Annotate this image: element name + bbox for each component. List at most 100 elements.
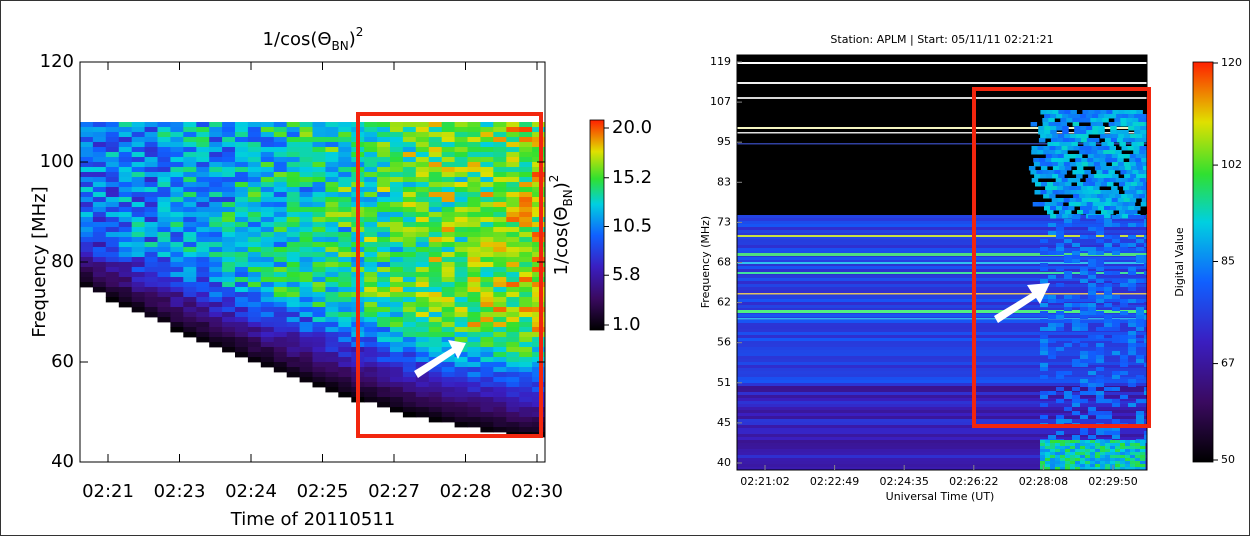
texture-cell [196,227,210,233]
texture-cell [1072,363,1080,367]
texture-cell [299,137,314,143]
texture-cell [92,252,107,258]
texture-cell [519,287,533,293]
texture-cell [1072,319,1080,323]
texture-cell [390,397,404,403]
texture-cell [183,207,197,213]
texture-cell [1131,210,1138,215]
texture-cell [1096,267,1104,271]
texture-cell [493,267,507,273]
texture-cell [299,287,314,293]
texture-cell [454,227,469,233]
texture-cell [273,167,288,173]
texture-cell [1120,243,1128,247]
texture-cell [1105,464,1111,468]
texture-cell [454,282,469,288]
texture-cell [92,162,107,168]
texture-cell [532,277,545,283]
texture-cell [247,192,262,198]
texture-cell [506,252,520,258]
texture-cell [480,367,494,373]
texture-cell [532,287,545,293]
texture-cell [1145,194,1147,199]
colorbar [1192,61,1214,463]
texture-cell [493,292,507,298]
texture-cell [519,172,533,178]
texture-cell [1056,399,1064,403]
texture-cell [1079,146,1086,151]
texture-cell [105,162,120,168]
texture-cell [390,177,404,183]
texture-cell [441,127,456,133]
texture-cell [325,312,339,318]
texture-cell [1093,186,1100,191]
texture-cell [428,187,443,193]
texture-cell [1082,190,1089,195]
texture-cell [480,377,494,383]
texture-cell [312,337,326,343]
texture-cell [467,397,481,403]
texture-cell [183,152,197,158]
texture-cell [325,217,339,223]
texture-cell [1096,170,1103,175]
texture-cell [1032,202,1040,207]
texture-cell [390,332,404,338]
texture-cell [1107,182,1114,187]
texture-cell [260,292,275,298]
texture-cell [364,367,378,373]
texture-cell [1128,271,1136,275]
texture-cell [1046,110,1053,115]
texture-cell [325,147,339,153]
texture-cell [118,262,133,268]
texture-cell [1144,279,1147,283]
texture-cell [247,157,262,163]
texture-cell [415,347,430,353]
texture-cell [1108,170,1115,175]
texture-cell [286,302,301,308]
texture-cell [493,377,507,383]
texture-cell [1125,210,1132,215]
texture-cell [1075,458,1081,462]
texture-line [737,235,1147,237]
texture-cell [1128,299,1136,303]
texture-cell [235,122,249,128]
texture-cell [493,357,507,363]
texture-cell [209,137,223,143]
texture-cell [441,407,456,413]
texture-cell [1055,449,1061,453]
texture-cell [80,177,94,183]
texture-cell [1072,243,1080,247]
texture-cell [1127,194,1134,199]
texture-cell [1075,186,1082,191]
texture-cell [222,332,236,338]
texture-cell [170,187,184,193]
texture-cell [402,307,417,313]
texture-cell [196,232,210,238]
texture-cell [312,172,326,178]
texture-cell [1105,158,1112,163]
texture-cell [1136,359,1144,363]
texture-cell [312,167,326,173]
texture-cell [1129,162,1137,167]
texture-cell [235,187,249,193]
texture-cell [1064,134,1071,139]
texture-cell [1056,431,1064,435]
texture-cell [118,202,133,208]
texture-cell [1072,251,1080,255]
texture-cell [170,247,184,253]
texture-cell [1062,114,1069,119]
texture-cell [480,407,494,413]
texture-cell [273,287,288,293]
texture-cell [118,237,133,243]
texture-cell [364,332,378,338]
texture-cell [415,377,430,383]
texture-cell [235,277,249,283]
texture-cell [235,252,249,258]
texture-cell [1067,178,1075,183]
texture-cell [299,357,314,363]
texture-cell [1050,461,1056,465]
texture-cell [1083,210,1090,215]
texture-cell [390,207,404,213]
texture-cell [377,307,391,313]
texture-cell [506,282,520,288]
